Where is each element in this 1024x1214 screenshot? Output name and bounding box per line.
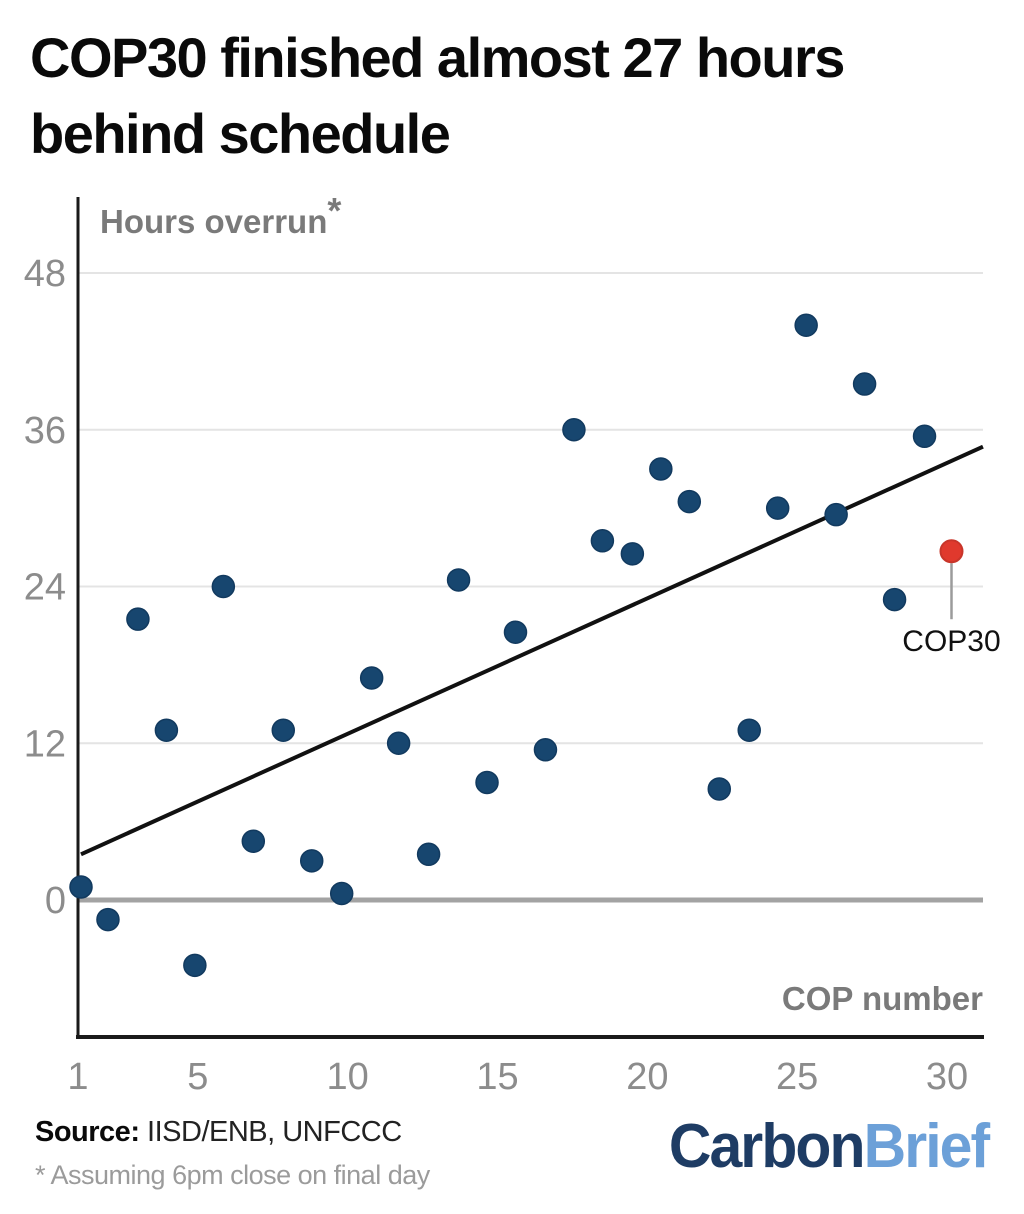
trend-line [80, 444, 984, 857]
data-point [299, 849, 324, 873]
data-point [271, 718, 296, 742]
x-tick-label: 20 [626, 1056, 668, 1098]
data-point [677, 489, 702, 514]
data-point [533, 738, 558, 762]
footer: Source: IISD/ENB, UNFCCC * Assuming 6pm … [35, 1116, 990, 1191]
data-point [126, 607, 150, 631]
logo-carbon: Carbon [668, 1112, 866, 1181]
data-point [620, 542, 645, 566]
data-point [824, 502, 848, 527]
y-tick-label: 48 [24, 253, 66, 295]
data-point [211, 574, 236, 599]
data-point [503, 620, 528, 644]
data-point [96, 907, 120, 932]
data-point [912, 424, 937, 449]
data-point [737, 718, 761, 742]
data-point [446, 568, 471, 592]
source-block: Source: IISD/ENB, UNFCCC * Assuming 6pm … [35, 1116, 430, 1191]
y-axis-title: Hours overrun* [100, 190, 341, 240]
data-point [852, 372, 877, 396]
chart-title-line1: COP30 finished almost 27 hours [30, 26, 845, 89]
chart-title-line2: behind schedule [30, 102, 451, 165]
data-point [69, 875, 93, 899]
data-point [794, 313, 818, 337]
y-tick-label: 12 [24, 723, 66, 765]
x-tick-label: 10 [327, 1056, 369, 1098]
data-point [707, 777, 732, 801]
y-tick-label: 0 [45, 880, 66, 922]
x-tick-label: 15 [476, 1056, 518, 1098]
x-tick-label: 1 [67, 1056, 88, 1098]
data-point [882, 587, 907, 612]
logo-brief: Brief [863, 1112, 990, 1181]
source-value: IISD/ENB, UNFCCC [139, 1116, 402, 1148]
carbonbrief-logo: CarbonBrief [669, 1116, 990, 1178]
data-point [329, 881, 354, 906]
data-point-cop30 [939, 539, 964, 564]
chart-title: COP30 finished almost 27 hours behind sch… [30, 20, 990, 172]
data-point [183, 953, 207, 978]
y-tick-label: 36 [24, 410, 66, 452]
data-point [562, 418, 586, 442]
x-tick-label: 25 [776, 1056, 818, 1098]
data-point [649, 457, 673, 481]
data-point [416, 842, 441, 867]
data-point [475, 770, 499, 795]
data-point [241, 829, 266, 853]
data-point [386, 731, 411, 755]
x-axis-title: COP number [782, 980, 983, 1017]
cop30-annotation-label: COP30 [902, 625, 1000, 658]
source-line: Source: IISD/ENB, UNFCCC [35, 1116, 430, 1149]
x-tick-label: 30 [926, 1056, 968, 1098]
data-point [154, 718, 179, 742]
source-label: Source: [35, 1116, 140, 1148]
data-point [765, 496, 790, 520]
data-point [590, 529, 615, 553]
data-point [359, 666, 384, 690]
footnote: * Assuming 6pm close on final day [35, 1160, 430, 1190]
y-tick-label: 24 [24, 567, 66, 609]
x-tick-label: 5 [187, 1056, 208, 1098]
